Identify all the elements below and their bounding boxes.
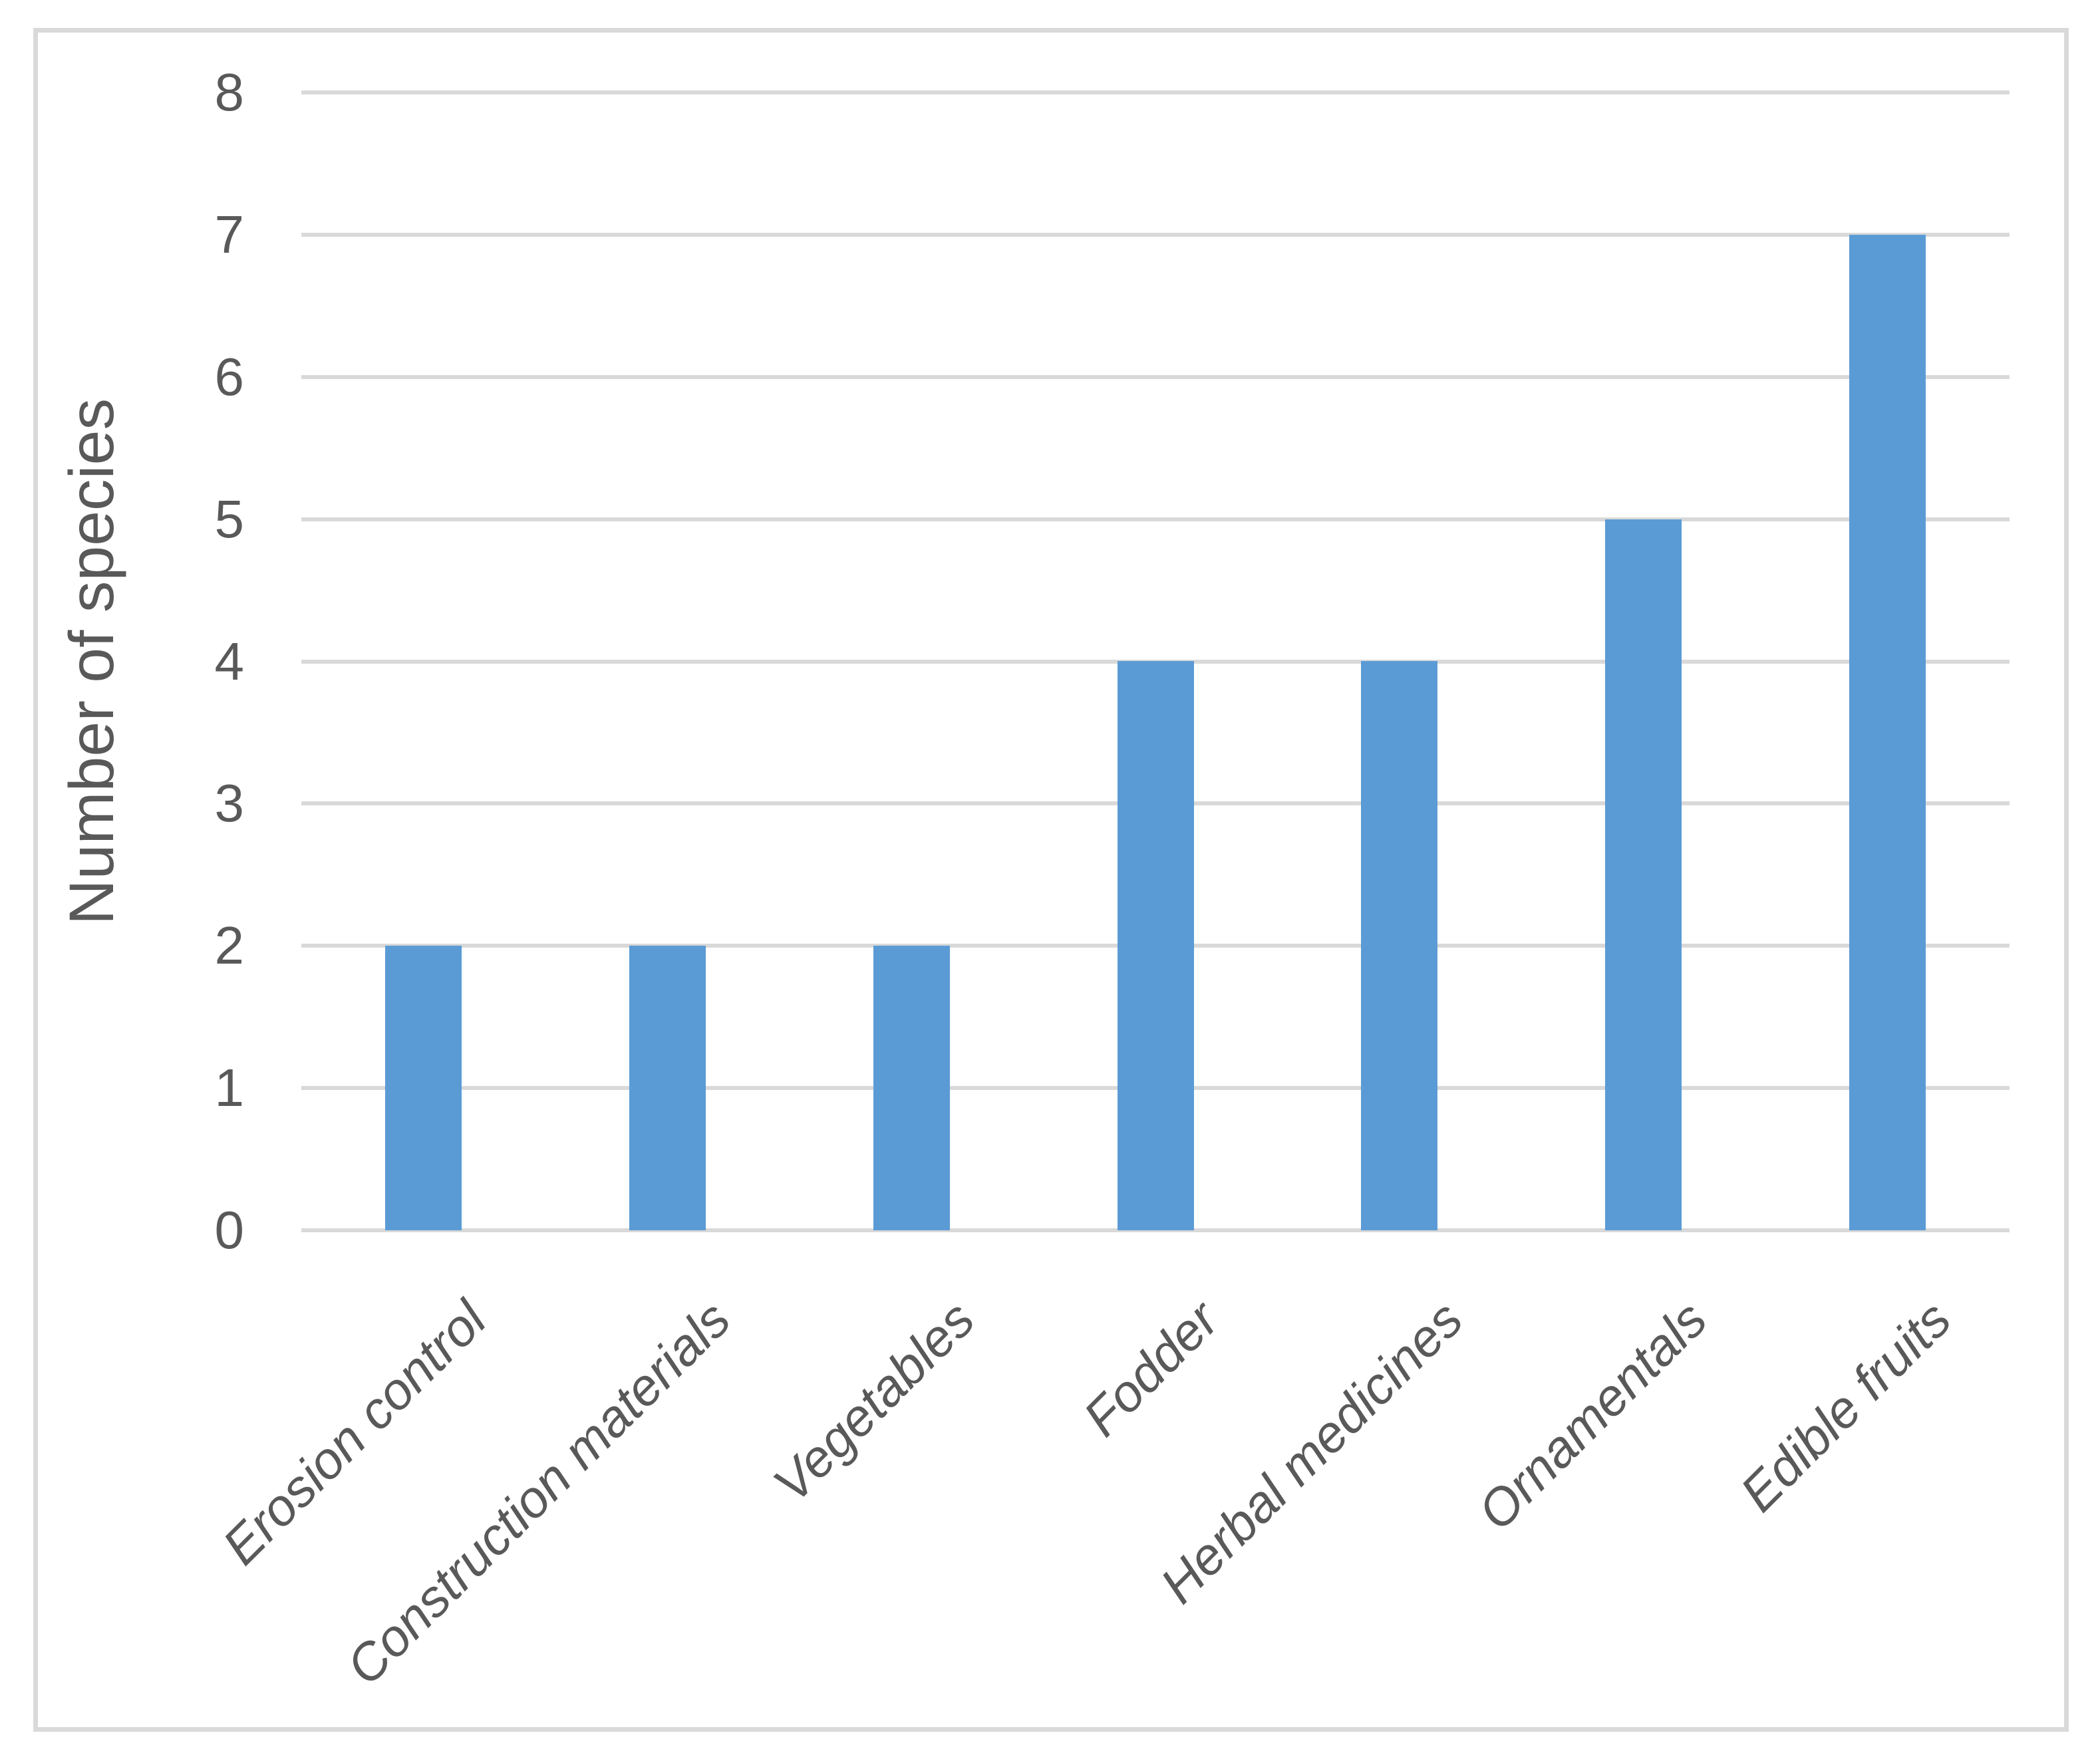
gridline bbox=[301, 1228, 2010, 1232]
y-tick-label: 8 bbox=[214, 63, 245, 122]
bar bbox=[629, 946, 706, 1230]
bar bbox=[1605, 519, 1682, 1230]
bar bbox=[1849, 235, 1926, 1230]
y-axis-title: Number of species bbox=[57, 398, 127, 926]
y-tick-label: 7 bbox=[214, 205, 245, 264]
bar bbox=[385, 946, 462, 1230]
plot-area bbox=[301, 90, 2010, 1232]
bar bbox=[873, 946, 950, 1230]
y-tick-label: 4 bbox=[214, 632, 245, 691]
chart-frame bbox=[33, 28, 2069, 1732]
bar bbox=[1361, 661, 1437, 1230]
y-tick-label: 0 bbox=[214, 1200, 245, 1260]
gridline bbox=[301, 517, 2010, 521]
y-tick-label: 1 bbox=[214, 1058, 245, 1117]
y-tick-label: 2 bbox=[214, 916, 245, 975]
y-tick-label: 3 bbox=[214, 773, 245, 833]
gridline bbox=[301, 375, 2010, 379]
y-tick-label: 6 bbox=[214, 347, 245, 406]
gridline bbox=[301, 90, 2010, 94]
gridline bbox=[301, 233, 2010, 237]
bar bbox=[1118, 661, 1194, 1230]
y-tick-label: 5 bbox=[214, 489, 245, 549]
